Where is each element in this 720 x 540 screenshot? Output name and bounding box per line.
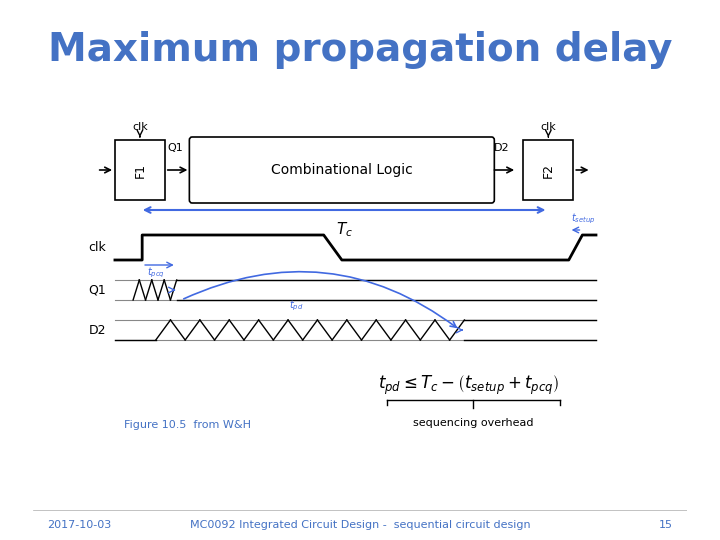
FancyBboxPatch shape (523, 140, 573, 200)
Text: Q1: Q1 (88, 284, 106, 296)
Text: Combinational Logic: Combinational Logic (271, 163, 413, 177)
Text: Maximum propagation delay: Maximum propagation delay (48, 31, 672, 69)
Text: 2017-10-03: 2017-10-03 (47, 520, 111, 530)
FancyBboxPatch shape (115, 140, 165, 200)
Text: $t_{pd} \leq T_c - \left(t_{setup} + t_{pcq}\right)$: $t_{pd} \leq T_c - \left(t_{setup} + t_{… (378, 373, 559, 396)
Text: D2: D2 (89, 323, 106, 336)
Text: $t_{pd}$: $t_{pd}$ (289, 299, 304, 313)
FancyBboxPatch shape (189, 137, 495, 203)
Text: $t_{pcq}$: $t_{pcq}$ (147, 265, 165, 280)
Text: $t_{setup}$: $t_{setup}$ (572, 211, 596, 226)
Text: sequencing overhead: sequencing overhead (413, 418, 534, 428)
Text: MC0092 Integrated Circuit Design -  sequential circuit design: MC0092 Integrated Circuit Design - seque… (189, 520, 531, 530)
Text: clk: clk (541, 122, 557, 132)
Text: Q1: Q1 (168, 143, 184, 153)
Text: D2: D2 (495, 143, 510, 153)
Text: 15: 15 (659, 520, 673, 530)
Text: clk: clk (132, 122, 148, 132)
Text: Figure 10.5  from W&H: Figure 10.5 from W&H (124, 420, 251, 430)
Text: $T_c$: $T_c$ (336, 220, 353, 239)
Text: F1: F1 (133, 163, 146, 178)
Text: F2: F2 (542, 163, 555, 178)
Text: clk: clk (88, 241, 106, 254)
